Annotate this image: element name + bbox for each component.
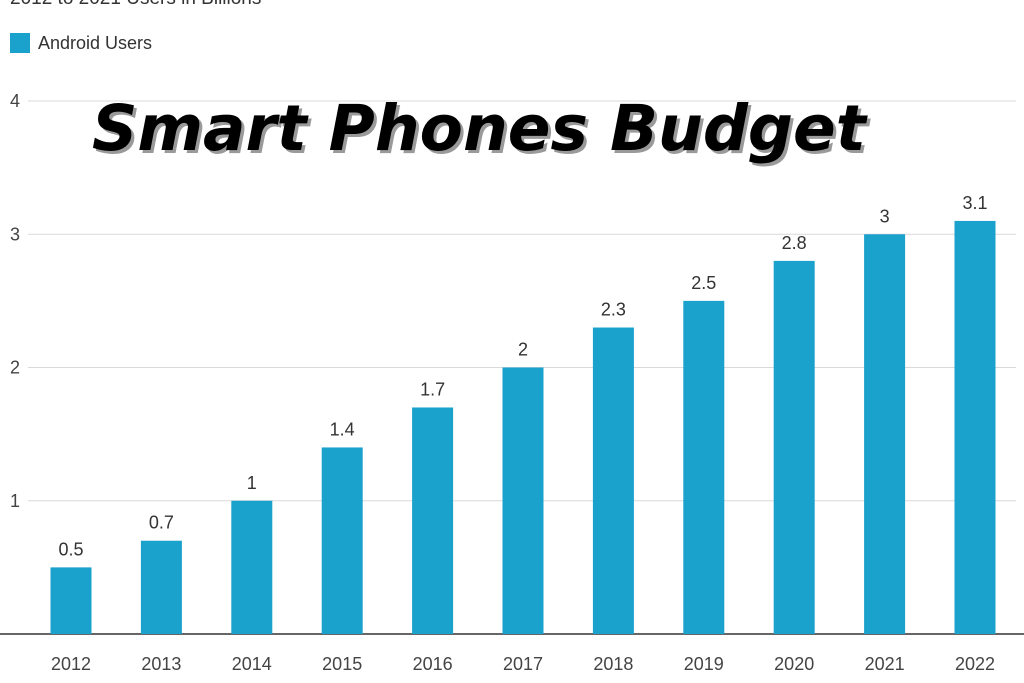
- legend-swatch: [10, 33, 30, 53]
- legend: Android Users: [10, 32, 152, 54]
- x-tick-label: 2012: [51, 654, 91, 674]
- y-tick-label: 1: [10, 491, 20, 511]
- x-tick-label: 2015: [322, 654, 362, 674]
- bar: [592, 327, 634, 634]
- bar: [140, 540, 182, 634]
- y-tick-label: 3: [10, 224, 20, 244]
- bar: [773, 260, 815, 634]
- data-label: 2.8: [782, 233, 807, 253]
- x-tick-label: 2017: [503, 654, 543, 674]
- chart-subtitle: 2012 to 2021 Users in Billions: [10, 0, 261, 10]
- bar: [864, 234, 906, 634]
- data-label: 2.3: [601, 300, 626, 320]
- data-label: 0.5: [58, 539, 83, 559]
- data-label: 2: [518, 340, 528, 360]
- data-label: 0.7: [149, 513, 174, 533]
- data-label: 3.1: [962, 193, 987, 213]
- bar: [502, 367, 544, 634]
- legend-label: Android Users: [38, 32, 153, 53]
- x-tick-label: 2016: [413, 654, 453, 674]
- bar: [412, 407, 454, 634]
- bar: [954, 220, 996, 635]
- data-label: 2.5: [691, 273, 716, 293]
- x-tick-label: 2018: [593, 654, 633, 674]
- x-tick-label: 2022: [955, 654, 995, 674]
- data-label: 1.7: [420, 379, 445, 399]
- data-label: 3: [880, 206, 890, 226]
- y-tick-label: 4: [10, 91, 20, 111]
- bar: [231, 500, 273, 634]
- data-label: 1: [247, 473, 257, 493]
- bar: [321, 447, 363, 634]
- overlay-title: Smart Phones Budget: [92, 92, 866, 165]
- x-tick-label: 2019: [684, 654, 724, 674]
- x-tick-label: 2013: [141, 654, 181, 674]
- x-tick-label: 2021: [865, 654, 905, 674]
- data-label: 1.4: [330, 419, 355, 439]
- x-tick-label: 2014: [232, 654, 272, 674]
- y-tick-label: 2: [10, 358, 20, 378]
- bar: [50, 567, 92, 634]
- bar: [683, 300, 725, 634]
- x-tick-label: 2020: [774, 654, 814, 674]
